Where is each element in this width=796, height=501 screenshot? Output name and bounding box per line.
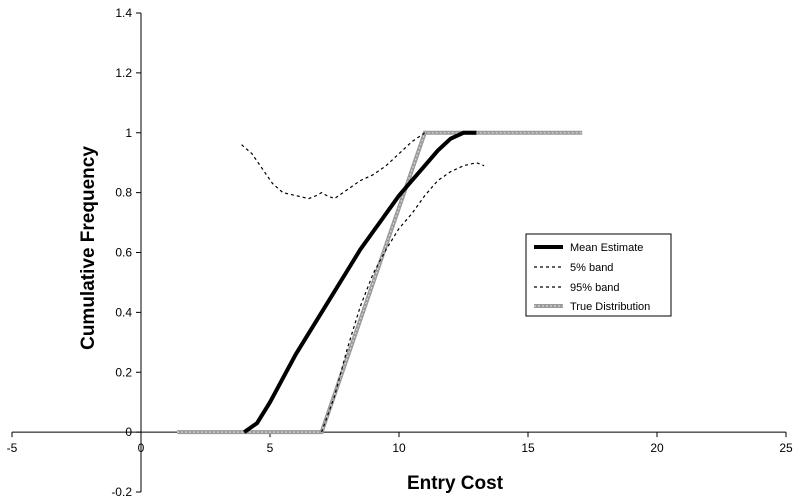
y-tick-label: 1 bbox=[125, 126, 132, 140]
x-tick-label: 20 bbox=[650, 441, 664, 455]
x-tick-label: -5 bbox=[7, 441, 18, 455]
series-line-true-distribution bbox=[177, 130, 583, 435]
legend: Mean Estimate 5% band 95% band True Distrib… bbox=[525, 233, 672, 317]
x-tick-label: 5 bbox=[267, 441, 274, 455]
y-tick-label: -0.2 bbox=[111, 485, 132, 499]
x-tick-label: 15 bbox=[521, 441, 535, 455]
legend-label: True Distribution bbox=[570, 301, 650, 313]
series-line-mean-estimate bbox=[243, 130, 477, 434]
x-tick-label: 10 bbox=[392, 441, 406, 455]
series-line-true-distribution-pattern bbox=[177, 132, 583, 433]
axes: -5 0 5 10 15 20 25 -0.2 0 0.2 0.4 0.6 0.8 1 1.2 1.4 bbox=[7, 6, 793, 499]
x-tick-label: 0 bbox=[138, 441, 145, 455]
y-tick-label: 0 bbox=[125, 425, 132, 439]
x-tick-label: 25 bbox=[779, 441, 793, 455]
y-tick-label: 0.8 bbox=[115, 186, 132, 200]
series-line-5-band bbox=[321, 162, 485, 433]
series-layer bbox=[177, 130, 583, 435]
y-tick-label: 0.6 bbox=[115, 246, 132, 260]
legend-label: 95% band bbox=[570, 282, 620, 294]
legend-label: 5% band bbox=[570, 262, 613, 274]
legend-label: Mean Estimate bbox=[570, 242, 643, 254]
y-tick-label: 0.2 bbox=[115, 365, 132, 379]
y-tick-label: 0.4 bbox=[115, 305, 132, 319]
y-axis-title: Cumulative Frequency bbox=[78, 146, 99, 350]
series-line-95-band bbox=[241, 132, 426, 200]
x-axis-title: Entry Cost bbox=[407, 473, 504, 494]
y-tick-label: 1.4 bbox=[115, 6, 132, 20]
y-tick-label: 1.2 bbox=[115, 66, 132, 80]
